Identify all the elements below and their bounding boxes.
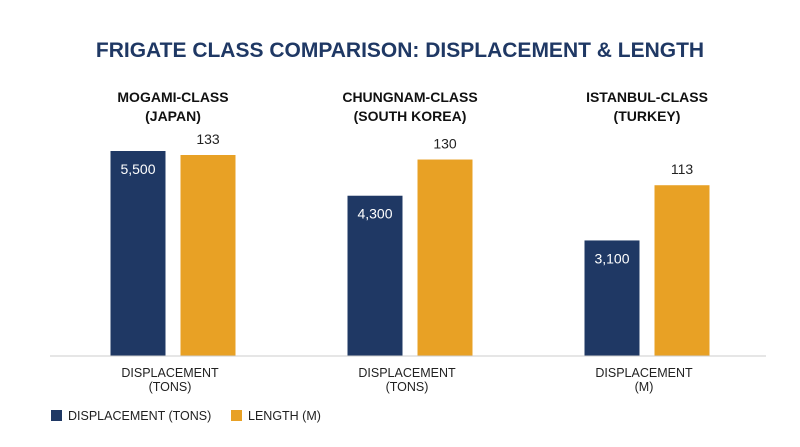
displacement-value-label: 5,500 <box>120 161 155 177</box>
length-value-label: 133 <box>196 131 220 147</box>
length-bar <box>417 159 473 356</box>
group-label: (SOUTH KOREA) <box>354 108 467 124</box>
legend-swatch-length <box>231 410 242 421</box>
displacement-bar <box>584 240 640 356</box>
group-label: (TURKEY) <box>614 108 681 124</box>
chart-title: FRIGATE CLASS COMPARISON: DISPLACEMENT &… <box>96 39 704 62</box>
group-label: CHUNGNAM-CLASS <box>342 89 477 105</box>
group-label: ISTANBUL-CLASS <box>586 89 708 105</box>
length-bar <box>654 185 710 356</box>
x-category-label: DISPLACEMENT <box>121 366 219 380</box>
group-label: MOGAMI-CLASS <box>117 89 228 105</box>
group-label: (JAPAN) <box>145 108 201 124</box>
x-category-label: (TONS) <box>149 380 192 394</box>
length-value-label: 130 <box>433 136 457 152</box>
x-category-label: (M) <box>635 380 654 394</box>
length-bar <box>180 155 236 356</box>
x-category-label: DISPLACEMENT <box>358 366 456 380</box>
x-category-label: DISPLACEMENT <box>595 366 693 380</box>
displacement-bar <box>347 195 403 356</box>
legend-label-length: LENGTH (M) <box>248 409 321 423</box>
displacement-value-label: 3,100 <box>594 250 629 266</box>
displacement-value-label: 4,300 <box>357 206 392 222</box>
x-category-label: (TONS) <box>386 380 429 394</box>
legend-swatch-displacement <box>51 410 62 421</box>
length-value-label: 113 <box>671 161 694 177</box>
displacement-bar <box>110 151 166 356</box>
legend-label-displacement: DISPLACEMENT (TONS) <box>68 409 211 423</box>
